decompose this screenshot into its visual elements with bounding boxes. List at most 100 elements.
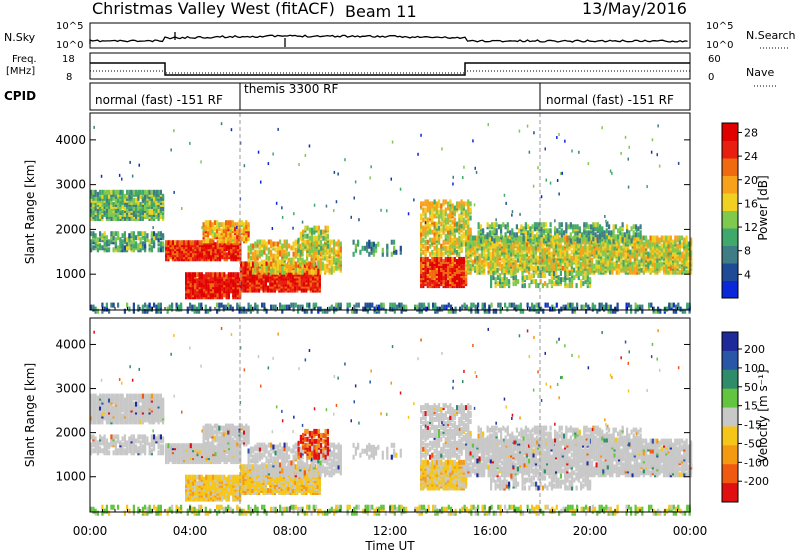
- power-cell: [94, 306, 97, 312]
- power-cell: [157, 189, 160, 195]
- power-cell: [582, 235, 585, 241]
- power-cell: [570, 255, 573, 261]
- power-cell: [613, 261, 616, 267]
- power-cell: [294, 261, 297, 267]
- power-cell: [265, 241, 268, 247]
- power-cell: [524, 230, 527, 236]
- power-cell: [229, 220, 232, 226]
- power-cell: [636, 263, 639, 269]
- power-cell: [244, 261, 247, 267]
- power-cell: [488, 236, 491, 242]
- power-cell: [619, 226, 622, 232]
- power-cell: [578, 226, 581, 232]
- power-cell: [512, 267, 515, 273]
- power-cell: [130, 189, 133, 195]
- power-cell: [570, 249, 573, 255]
- power-cell: [240, 236, 243, 242]
- power-cell: [312, 283, 315, 289]
- power-cell: [520, 236, 523, 242]
- power-cell: [674, 251, 677, 257]
- power-cell: [474, 241, 477, 247]
- power-cell: [386, 251, 389, 257]
- power-cell: [422, 243, 425, 249]
- power-cell: [606, 241, 609, 247]
- power-cell: [612, 308, 615, 314]
- power-cell: [564, 261, 567, 267]
- power-cell: [433, 251, 436, 257]
- power-cell: [135, 235, 138, 241]
- power-cell: [204, 304, 207, 310]
- power-cell: [99, 201, 102, 207]
- power-cell: [528, 283, 531, 289]
- power-cell: [310, 253, 313, 259]
- power-cell: [270, 267, 273, 273]
- power-cell: [533, 226, 536, 232]
- power-cell: [501, 277, 504, 283]
- power-cell: [499, 277, 502, 283]
- power-cell: [399, 245, 402, 251]
- power-cell: [451, 219, 454, 225]
- power-cell: [609, 245, 612, 251]
- power-cell: [254, 249, 257, 255]
- power-cell: [189, 240, 192, 246]
- power-cell: [578, 238, 581, 244]
- power-cell: [303, 281, 306, 287]
- power-cell: [141, 189, 144, 195]
- power-cell: [467, 263, 470, 269]
- power-cell: [292, 241, 295, 247]
- power-cell: [212, 272, 215, 278]
- power-cell: [263, 259, 266, 265]
- power-cell: [444, 217, 447, 223]
- power-cell: [603, 230, 606, 236]
- power-cell: [444, 249, 447, 255]
- power-cell: [178, 252, 181, 258]
- power-cell: [324, 263, 327, 269]
- power-cell: [631, 235, 634, 241]
- power-cell: [611, 263, 614, 269]
- power-cell: [537, 283, 540, 289]
- power-cell: [144, 193, 147, 199]
- power-cell: [194, 288, 197, 294]
- power-cell: [422, 225, 425, 231]
- power-cell: [498, 261, 501, 267]
- power-cell: [484, 234, 487, 240]
- power-cell: [225, 252, 228, 258]
- power-cell: [566, 235, 569, 241]
- power-cell: [477, 222, 480, 228]
- power-cell: [678, 243, 681, 249]
- power-cell: [276, 265, 279, 271]
- power-cell: [566, 251, 569, 257]
- power-cell: [438, 209, 441, 215]
- power-cell: [433, 269, 436, 274]
- power-cell: [474, 249, 477, 255]
- power-cell: [658, 263, 661, 269]
- power-cell: [232, 272, 235, 278]
- power-cell: [281, 243, 284, 249]
- power-cell: [298, 281, 301, 287]
- power-cell: [321, 265, 324, 271]
- power-cell: [593, 247, 596, 253]
- power-cell: [431, 249, 434, 255]
- power-cell: [292, 245, 295, 251]
- power-cell: [324, 267, 327, 273]
- power-cell: [261, 239, 264, 245]
- power-cell: [541, 247, 544, 253]
- power-cell: [465, 304, 468, 310]
- power-cell: [474, 265, 477, 271]
- power-cell: [535, 279, 538, 285]
- power-cell: [584, 243, 587, 249]
- nave-tick-top: 60: [708, 54, 721, 65]
- power-cell: [312, 302, 315, 308]
- power-cell: [618, 263, 621, 269]
- power-cell: [544, 302, 547, 308]
- power-cell: [306, 265, 309, 271]
- power-cell: [544, 281, 547, 287]
- power-cell: [462, 211, 465, 217]
- power-cell: [535, 302, 538, 308]
- power-cell: [211, 238, 214, 244]
- power-cell: [610, 230, 613, 236]
- power-cell: [180, 302, 183, 308]
- power-cell: [324, 245, 327, 251]
- power-cell: [476, 255, 479, 261]
- power-cell: [177, 304, 180, 310]
